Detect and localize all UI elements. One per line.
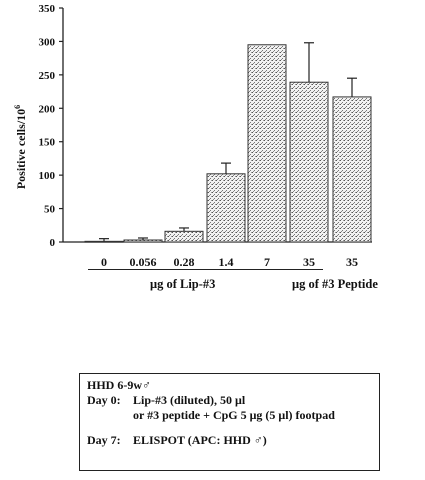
info-line-text: ELISPOT (APC: HHD ♂) [133,433,267,448]
info-line-label [87,408,133,423]
y-tick-label: 0 [50,237,56,249]
x-group-label-lip: μg of Lip-#3 [150,277,215,292]
info-title: HHD 6-9w♂ [87,378,372,393]
info-line-label: Day 7: [87,433,133,448]
y-tick-label: 200 [39,103,56,115]
x-tick-label: 35 [303,255,315,269]
bar [248,45,286,242]
info-line-text: Lip-#3 (diluted), 50 μl [133,393,245,408]
bar [290,82,328,242]
bar [85,241,123,242]
x-tick-label: 7 [264,255,270,269]
bar [207,174,245,242]
x-group-label-peptide: μg of #3 Peptide [292,277,378,292]
info-line-text: or #3 peptide + CpG 5 μg (5 μl) footpad [133,408,335,423]
protocol-info-box: HHD 6-9w♂ Day 0: Lip-#3 (diluted), 50 μl… [79,373,380,471]
y-tick-label: 350 [39,3,56,15]
y-tick-label: 250 [39,70,56,82]
bar [165,231,203,242]
info-spacer [87,423,372,433]
y-tick-label: 300 [39,36,56,48]
y-axis-label: Positive cells/10 [14,109,28,189]
bar [333,97,371,242]
y-axis-label-exponent: 6 [13,105,22,109]
x-tick-label: 35 [346,255,358,269]
x-tick-label: 0 [101,255,107,269]
y-tick-label: 150 [39,137,56,149]
info-line-label: Day 0: [87,393,133,408]
x-tick-label: 0.28 [174,255,195,269]
lip-group-line [88,269,323,270]
y-axis-title: Positive cells/106 [8,72,34,222]
x-tick-label: 0.056 [130,255,157,269]
info-line-day0: Day 0: Lip-#3 (diluted), 50 μl [87,393,372,408]
x-tick-label: 1.4 [219,255,234,269]
y-tick-label: 100 [39,170,56,182]
info-line-day7: Day 7: ELISPOT (APC: HHD ♂) [87,433,372,448]
bar [124,240,162,242]
y-tick-label: 50 [44,204,56,216]
info-line-day0-cont: or #3 peptide + CpG 5 μg (5 μl) footpad [87,408,372,423]
